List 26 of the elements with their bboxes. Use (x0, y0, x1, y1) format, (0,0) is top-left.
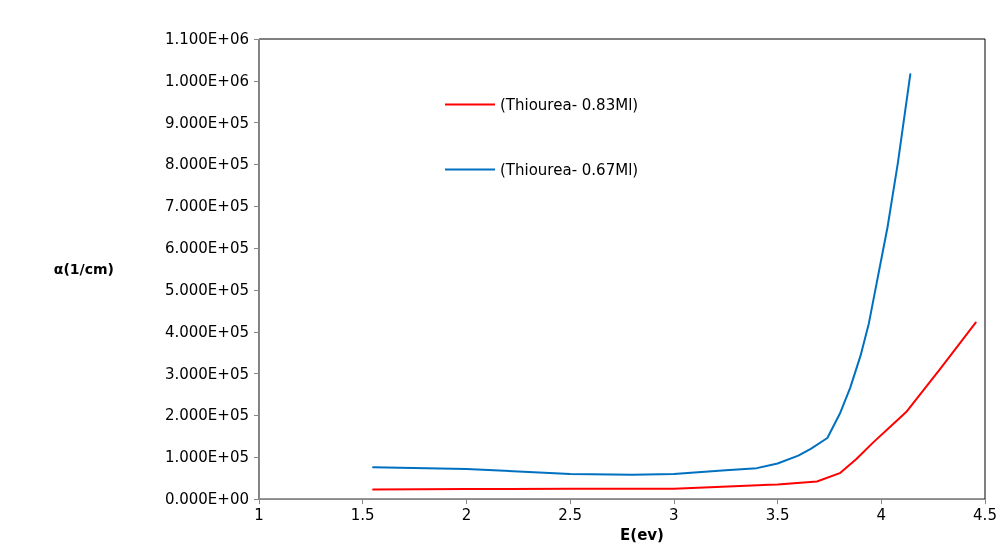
y-tick-label: 0.000E+00 (164, 490, 249, 509)
x-tick-label: 4 (876, 505, 887, 524)
y-tick-label: 3.000E+05 (164, 364, 249, 383)
x-tick-label: 4.5 (973, 505, 997, 524)
y-tick-label: 7.000E+05 (164, 197, 249, 216)
y-tick-label: 6.000E+05 (164, 239, 249, 258)
y-tick-label: 9.000E+05 (164, 113, 249, 132)
y-tick-label: 5.000E+05 (164, 280, 249, 299)
y-axis-title: α(1/cm) (53, 261, 114, 278)
line-series (372, 73, 912, 476)
x-tick-label: 3 (669, 505, 679, 524)
y-tick-label: 4.000E+05 (164, 322, 249, 341)
x-tick-label: 1 (254, 505, 264, 524)
x-tick-label: 3.5 (765, 505, 790, 524)
x-axis-title: E(ev) (620, 525, 664, 544)
y-tick-label: 8.000E+05 (164, 155, 249, 174)
legend-label: (Thiourea- 0.67Ml) (500, 160, 639, 179)
line-series (372, 321, 977, 491)
y-tick-label: 2.000E+05 (164, 406, 249, 425)
y-tick-label: 1.100E+06 (164, 30, 249, 48)
x-tick-label: 1.5 (350, 505, 375, 524)
x-tick-label: 2 (461, 505, 472, 524)
y-tick-label: 1.000E+05 (164, 448, 249, 467)
x-tick-label: 2.5 (558, 505, 583, 524)
legend-label: (Thiourea- 0.83Ml) (500, 95, 639, 114)
y-tick-label: 1.000E+06 (164, 71, 249, 90)
